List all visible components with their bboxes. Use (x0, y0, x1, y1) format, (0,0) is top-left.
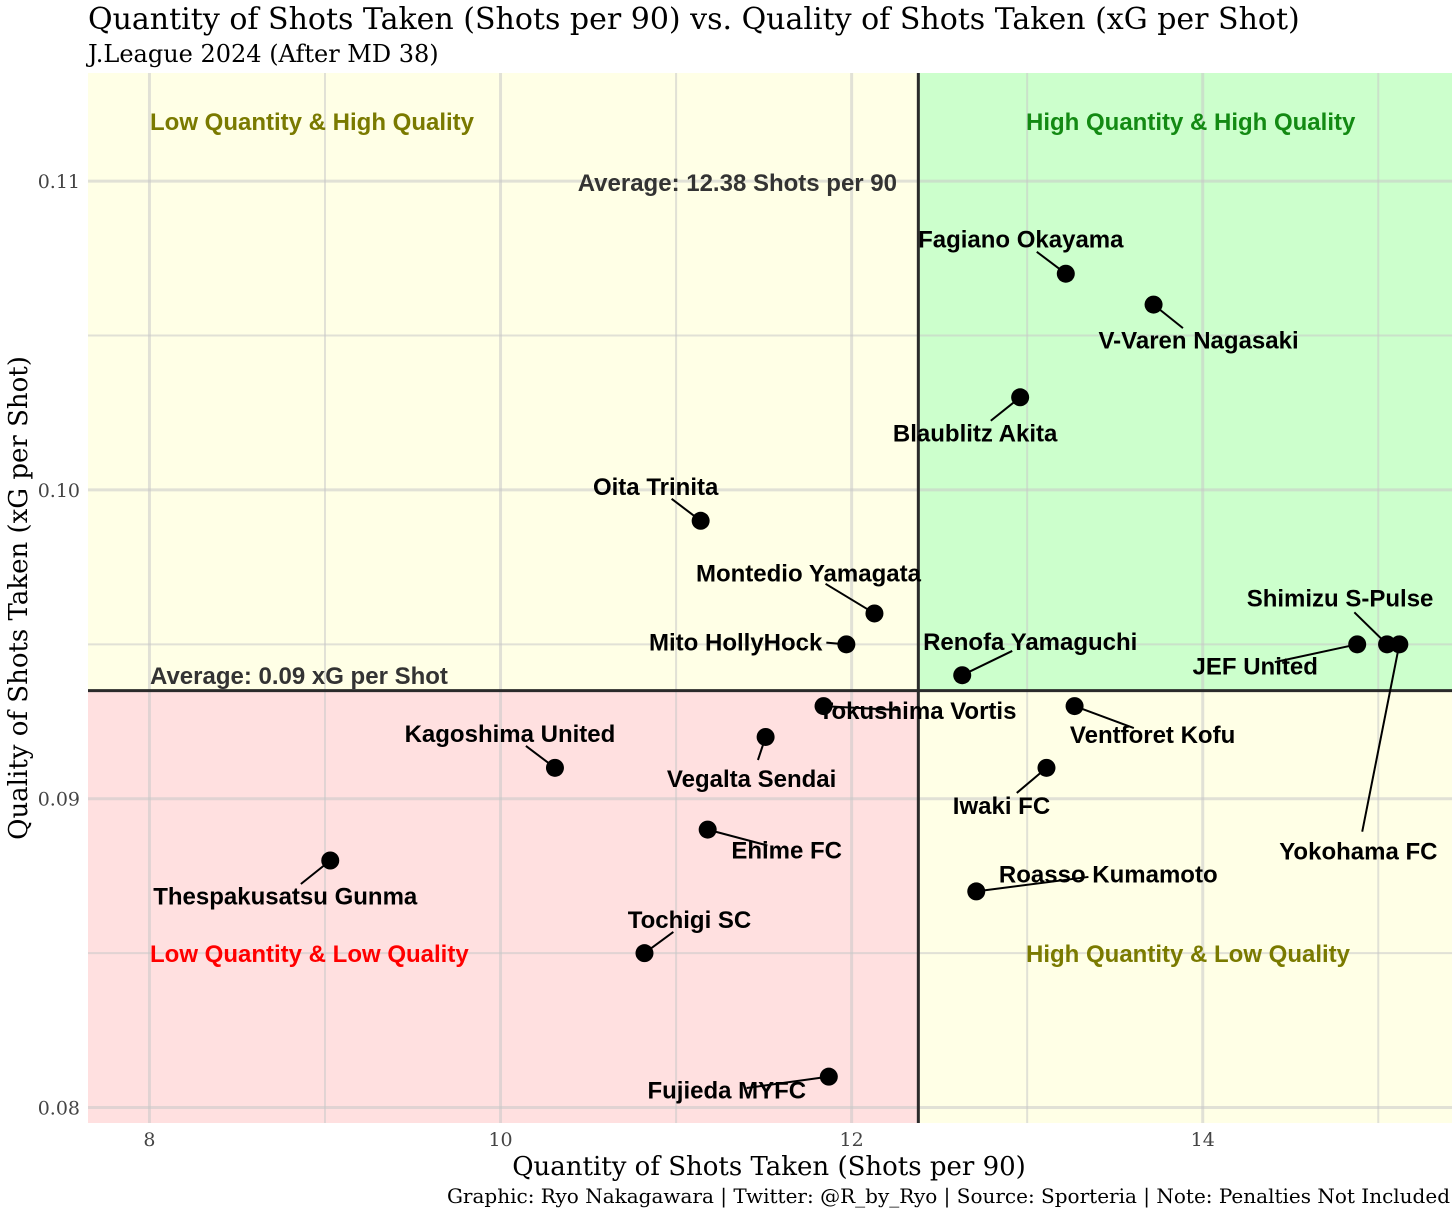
point-label: Roasso Kumamoto (999, 861, 1218, 888)
quadrant-label-top-right: High Quantity & High Quality (1026, 109, 1356, 136)
data-point (691, 511, 710, 530)
data-point (1065, 697, 1084, 716)
quadrant-label-top-left: Low Quantity & High Quality (150, 109, 475, 136)
point-label: Oita Trinita (593, 474, 719, 501)
chart-subtitle: J.League 2024 (After MD 38) (85, 40, 439, 68)
y-tick-label: 0.08 (38, 1098, 80, 1120)
x-tick-label: 14 (1191, 1129, 1215, 1151)
quadrant-top-left (88, 73, 919, 691)
label-connector (961, 650, 1013, 677)
x-tick-label: 8 (143, 1129, 155, 1151)
quadrant-top-right (918, 73, 1452, 691)
data-point (814, 697, 833, 716)
quadrant-label-bottom-left: Low Quantity & Low Quality (150, 941, 469, 968)
point-label: Vegalta Sendai (667, 766, 836, 793)
y-average-label: Average: 0.09 xG per Shot (150, 663, 448, 690)
label-connector (825, 582, 875, 615)
data-point (321, 851, 340, 870)
data-point (967, 882, 986, 901)
data-point (1348, 635, 1367, 654)
label-connector (1274, 643, 1358, 664)
label-connector (1074, 705, 1135, 730)
data-point (1056, 264, 1075, 283)
label-connector (823, 705, 898, 712)
point-label: Iwaki FC (953, 793, 1050, 820)
x-tick-label: 12 (840, 1129, 864, 1151)
data-point (953, 666, 972, 685)
point-label: V-Varen Nagasaki (1099, 328, 1299, 355)
x-axis-label: Quantity of Shots Taken (Shots per 90) (512, 1152, 1026, 1182)
quadrant-label-bottom-right: High Quantity & Low Quality (1026, 941, 1351, 968)
y-tick-label: 0.11 (38, 171, 80, 193)
y-axis-label: Quality of Shots Taken (xG per Shot) (4, 356, 34, 840)
label-connector (976, 875, 1089, 893)
y-tick-label: 0.10 (38, 480, 80, 502)
label-connector (746, 1075, 829, 1089)
data-point (1390, 635, 1409, 654)
data-point (1144, 295, 1163, 314)
data-point (698, 820, 717, 839)
point-label: Montedio Yamagata (696, 560, 922, 587)
data-point (1011, 388, 1030, 407)
data-point (1037, 758, 1056, 777)
data-point (756, 727, 775, 746)
point-label: Kagoshima United (405, 721, 616, 748)
quadrant-bottom-right (918, 690, 1452, 1123)
label-connector (1361, 644, 1401, 832)
x-tick-label: 10 (488, 1129, 512, 1151)
x-average-label: Average: 12.38 Shots per 90 (578, 170, 897, 197)
point-label: Fagiano Okayama (918, 227, 1124, 254)
point-label: Thespakusatsu Gunma (153, 884, 418, 911)
point-label: Mito HollyHock (649, 629, 823, 656)
point-label: Ehime FC (731, 838, 842, 865)
point-label: JEF United (1193, 653, 1318, 680)
chart-caption: Graphic: Ryo Nakagawara | Twitter: @R_by… (447, 1184, 1450, 1209)
point-label: Fujieda MYFC (647, 1078, 806, 1105)
quadrant-bottom-left (88, 690, 919, 1123)
data-point (865, 604, 884, 623)
data-point (819, 1067, 838, 1086)
point-label: Shimizu S-Pulse (1247, 585, 1434, 612)
point-label: Tokushima Vortis (819, 698, 1017, 725)
data-point (837, 635, 856, 654)
point-label: Tochigi SC (628, 907, 752, 934)
point-label: Blaublitz Akita (893, 420, 1058, 447)
point-label: Renofa Yamaguchi (923, 629, 1137, 656)
data-point (635, 944, 654, 963)
data-point (545, 758, 564, 777)
y-tick-label: 0.09 (38, 789, 80, 811)
point-label: Yokohama FC (1279, 838, 1437, 865)
label-connector (707, 828, 768, 847)
point-label: Ventforet Kofu (1070, 722, 1235, 749)
chart-title: Quantity of Shots Taken (Shots per 90) v… (88, 2, 1300, 37)
